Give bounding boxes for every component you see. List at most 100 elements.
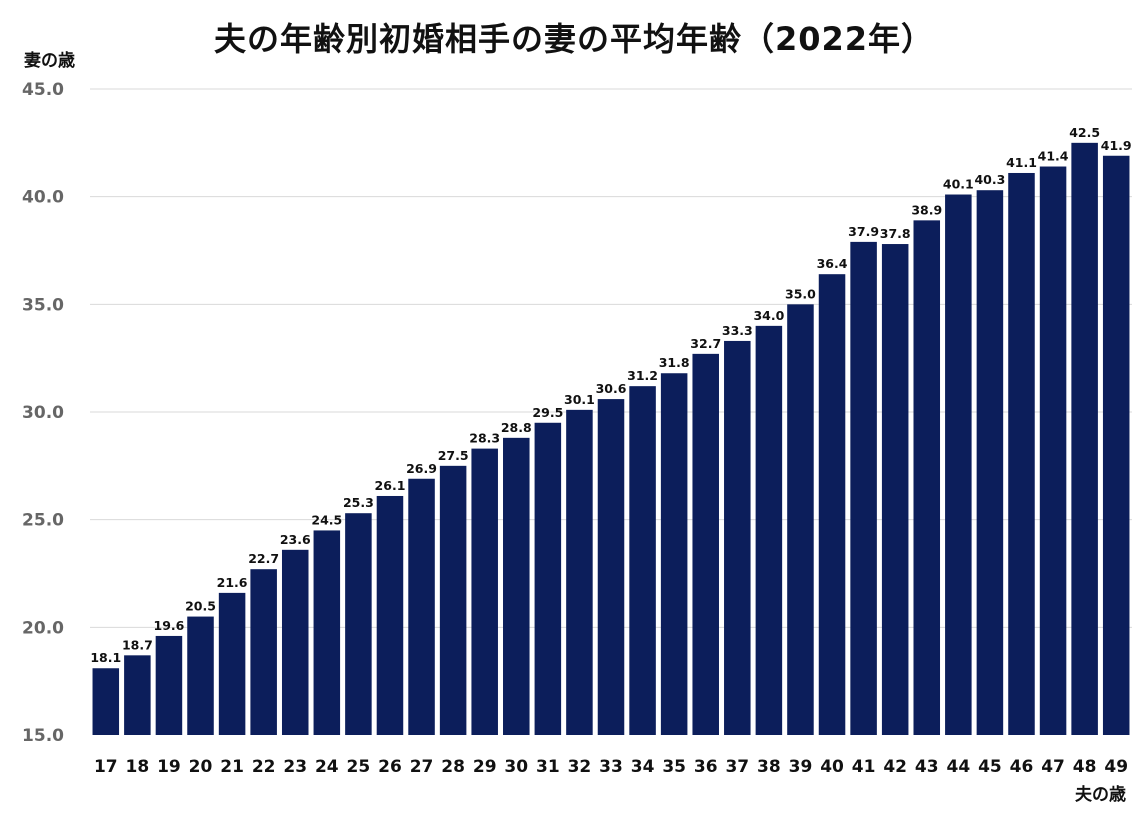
x-tick-label: 43 <box>915 757 939 777</box>
data-label: 27.5 <box>438 448 469 463</box>
data-label: 28.3 <box>469 431 500 446</box>
data-label: 41.9 <box>1101 138 1132 153</box>
x-tick-label: 29 <box>473 757 497 777</box>
y-tick-label: 45.0 <box>22 80 64 100</box>
bar <box>345 513 372 735</box>
x-axis-label: 夫の歳 <box>1075 785 1126 805</box>
x-tick-label: 46 <box>1010 757 1034 777</box>
data-label: 19.6 <box>154 618 185 633</box>
bar <box>976 190 1004 735</box>
data-label: 23.6 <box>280 532 311 547</box>
data-label: 31.2 <box>627 368 658 383</box>
bar <box>503 437 530 735</box>
x-tick-label: 47 <box>1041 757 1065 777</box>
x-tick-label: 22 <box>252 757 276 777</box>
data-label: 40.1 <box>943 177 974 192</box>
bar <box>313 530 341 735</box>
bar <box>1039 166 1067 735</box>
data-label: 36.4 <box>817 256 848 271</box>
chart-title: 夫の年齢別初婚相手の妻の平均年齢（2022年） <box>213 20 935 58</box>
data-label: 22.7 <box>248 551 279 566</box>
x-tick-label: 31 <box>536 757 560 777</box>
bar <box>945 194 972 736</box>
bar <box>881 244 909 736</box>
x-tick-label: 42 <box>883 757 907 777</box>
bar <box>439 465 467 735</box>
bar <box>724 340 751 735</box>
data-label: 18.1 <box>90 650 121 665</box>
x-tick-label: 28 <box>441 757 465 777</box>
data-label: 40.3 <box>974 172 1005 187</box>
bar <box>155 635 183 735</box>
data-label: 29.5 <box>532 405 563 420</box>
x-tick-label: 18 <box>126 757 150 777</box>
data-label: 31.8 <box>659 355 690 370</box>
bar <box>818 274 846 735</box>
data-labels: 18.118.719.620.521.622.723.624.525.326.1… <box>90 125 1131 665</box>
bar <box>376 495 404 735</box>
data-label: 33.3 <box>722 323 753 338</box>
x-tick-label: 40 <box>820 757 844 777</box>
bar <box>692 353 719 735</box>
bar <box>660 373 688 735</box>
data-label: 42.5 <box>1069 125 1100 140</box>
y-tick-label: 40.0 <box>22 188 64 208</box>
x-tick-label: 41 <box>852 757 876 777</box>
x-tick-label: 20 <box>189 757 213 777</box>
x-tick-label: 37 <box>725 757 749 777</box>
bar <box>755 325 783 735</box>
data-label: 35.0 <box>785 286 816 301</box>
x-tick-label: 39 <box>789 757 813 777</box>
y-tick-label: 35.0 <box>22 295 64 315</box>
data-label: 24.5 <box>311 512 342 527</box>
y-tick-label: 20.0 <box>22 618 64 638</box>
data-label: 38.9 <box>911 202 942 217</box>
bars <box>92 142 1130 736</box>
bar <box>850 241 877 736</box>
data-label: 30.6 <box>596 381 627 396</box>
bar <box>124 655 151 735</box>
data-label: 26.1 <box>375 478 406 493</box>
bar <box>787 304 814 735</box>
data-label: 18.7 <box>122 637 153 652</box>
bar <box>187 616 214 735</box>
x-tick-label: 21 <box>220 757 244 777</box>
y-tick-label: 25.0 <box>22 511 64 531</box>
bar <box>471 448 498 735</box>
data-label: 25.3 <box>343 495 374 510</box>
bar <box>629 386 656 735</box>
x-tick-label: 35 <box>662 757 686 777</box>
bar <box>1008 172 1035 736</box>
x-tick-label: 33 <box>599 757 623 777</box>
data-label: 34.0 <box>753 308 784 323</box>
x-tick-label: 44 <box>946 757 970 777</box>
x-tick-label: 38 <box>757 757 781 777</box>
data-label: 32.7 <box>690 336 721 351</box>
data-label: 28.8 <box>501 420 532 435</box>
x-tick-label: 26 <box>378 757 402 777</box>
y-tick-label: 30.0 <box>22 403 64 423</box>
x-tick-label: 24 <box>315 757 339 777</box>
bar <box>218 592 246 735</box>
x-tick-label: 17 <box>94 757 118 777</box>
x-tick-label: 36 <box>694 757 718 777</box>
y-axis-ticks: 15.0 20.0 25.0 30.0 35.0 40.0 45.0 <box>22 80 64 746</box>
x-tick-label: 34 <box>631 757 655 777</box>
data-label: 37.9 <box>848 224 879 239</box>
data-label: 30.1 <box>564 392 595 407</box>
x-tick-label: 30 <box>504 757 528 777</box>
bar <box>566 409 593 735</box>
x-tick-label: 27 <box>410 757 434 777</box>
data-label: 21.6 <box>217 575 248 590</box>
bar <box>913 220 941 735</box>
bar <box>1102 155 1130 736</box>
y-axis-label: 妻の歳 <box>24 51 75 71</box>
bar <box>408 478 435 735</box>
data-label: 41.4 <box>1038 149 1069 164</box>
data-label: 20.5 <box>185 599 216 614</box>
y-tick-label: 15.0 <box>22 726 64 746</box>
bar <box>281 549 309 735</box>
x-tick-label: 25 <box>347 757 371 777</box>
bar <box>534 422 562 735</box>
